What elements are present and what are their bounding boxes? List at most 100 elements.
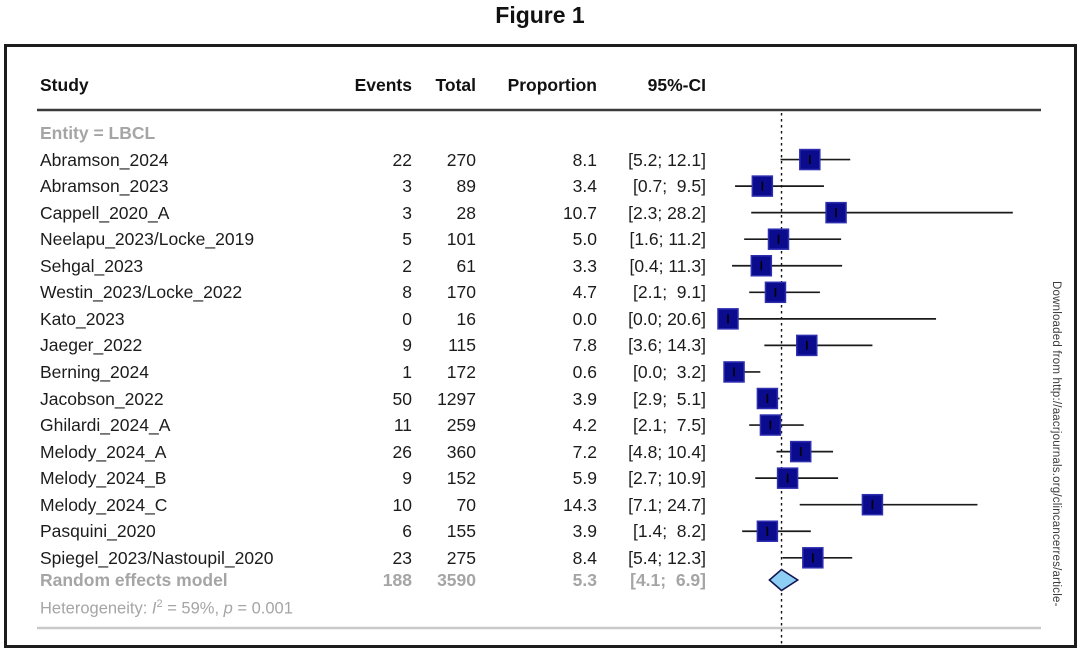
- column-header-ci: 95%-CI: [647, 75, 706, 95]
- study-name: Ghilardi_2024_A: [40, 415, 171, 436]
- events-value: 6: [402, 521, 412, 542]
- study-name: Pasquini_2020: [40, 521, 156, 542]
- proportion-value: 5.0: [572, 229, 597, 250]
- proportion-value: 0.6: [572, 361, 597, 382]
- study-name: Cappell_2020_A: [40, 202, 170, 223]
- study-name: Melody_2024_C: [40, 494, 168, 515]
- study-name: Neelapu_2023/Locke_2019: [40, 229, 255, 250]
- ci-value: [0.0; 3.2]: [633, 361, 706, 382]
- study-row: Abramson_2023 3 89 3.4 [0.7; 9.5]: [7, 173, 1047, 199]
- column-header-study: Study: [40, 75, 89, 95]
- study-row: Sehgal_2023 2 61 3.3 [0.4; 11.3]: [7, 253, 1047, 279]
- total-value: 275: [446, 547, 476, 568]
- events-value: 0: [402, 308, 412, 329]
- ci-value: [4.8; 10.4]: [628, 441, 706, 462]
- proportion-value: 5.9: [572, 468, 597, 489]
- total-value: 28: [456, 202, 476, 223]
- total-value: 270: [446, 149, 476, 170]
- study-row: Melody_2024_A 26 360 7.2 [4.8; 10.4]: [7, 439, 1047, 465]
- journal-watermark: Downloaded from http://aacrjournals.org/…: [1050, 281, 1062, 607]
- total-value: 115: [448, 335, 476, 356]
- study-row: Berning_2024 1 172 0.6 [0.0; 3.2]: [7, 359, 1047, 385]
- events-value: 22: [392, 149, 412, 170]
- ci-value: [2.3; 28.2]: [628, 202, 706, 223]
- ci-value: [0.0; 20.6]: [628, 308, 706, 329]
- ci-value: [5.4; 12.3]: [628, 547, 706, 568]
- proportion-value: 8.1: [572, 149, 597, 170]
- column-header-events: Events: [354, 75, 412, 95]
- study-row: Spiegel_2023/Nastoupil_2020 23 275 8.4 [5.4;…: [7, 545, 1047, 571]
- study-row: Jaeger_2022 9 115 7.8 [3.6; 14.3]: [7, 332, 1047, 358]
- total-value: 172: [446, 361, 476, 382]
- study-row: Westin_2023/Locke_2022 8 170 4.7 [2.1; 9.1]: [7, 279, 1047, 305]
- proportion-value: 3.9: [572, 388, 597, 409]
- total-value: 16: [456, 308, 476, 329]
- total-value: 259: [446, 415, 476, 436]
- events-value: 26: [392, 441, 412, 462]
- events-value: 9: [402, 468, 412, 489]
- ci-value: [1.6; 11.2]: [629, 229, 706, 250]
- ci-value: [7.1; 24.7]: [628, 494, 706, 515]
- column-header-proportion: Proportion: [507, 75, 597, 95]
- events-value: 50: [392, 388, 412, 409]
- events-value: 5: [402, 229, 412, 250]
- events-value: 2: [402, 255, 412, 276]
- total-value: 1297: [437, 388, 476, 409]
- ci-value: [2.9; 5.1]: [633, 388, 706, 409]
- events-value: 23: [392, 547, 412, 568]
- heterogeneity-text: Heterogeneity: I2 = 59%, p = 0.001: [40, 598, 293, 618]
- study-name: Jacobson_2022: [40, 388, 164, 409]
- study-row: Melody_2024_C 10 70 14.3 [7.1; 24.7]: [7, 492, 1047, 518]
- total-value: 61: [456, 255, 476, 276]
- total-value: 155: [446, 521, 476, 542]
- proportion-value: 10.7: [562, 202, 597, 223]
- total-value: 70: [456, 494, 476, 515]
- proportion-value: 3.9: [572, 521, 597, 542]
- ci-value: [3.6; 14.3]: [628, 335, 706, 356]
- study-row: Pasquini_2020 6 155 3.9 [1.4; 8.2]: [7, 518, 1047, 544]
- proportion-value: 3.4: [572, 176, 597, 197]
- proportion-value: 3.3: [572, 255, 597, 276]
- study-row: Kato_2023 0 16 0.0 [0.0; 20.6]: [7, 306, 1047, 332]
- ci-value: [2.1; 9.1]: [633, 282, 706, 303]
- study-row: Cappell_2020_A 3 28 10.7 [2.3; 28.2]: [7, 200, 1047, 226]
- study-row: Melody_2024_B 9 152 5.9 [2.7; 10.9]: [7, 465, 1047, 491]
- study-row: Abramson_2024 22 270 8.1 [5.2; 12.1]: [7, 147, 1047, 173]
- proportion-value: 7.8: [572, 335, 597, 356]
- total-value: 152: [446, 468, 476, 489]
- ci-value: [0.4; 11.3]: [629, 255, 706, 276]
- study-name: Spiegel_2023/Nastoupil_2020: [40, 547, 274, 568]
- events-value: 10: [392, 494, 412, 515]
- study-name: Kato_2023: [40, 308, 125, 329]
- events-value: 9: [402, 335, 412, 356]
- ci-value: [5.2; 12.1]: [628, 149, 706, 170]
- proportion-value: 7.2: [572, 441, 597, 462]
- proportion-value: 0.0: [572, 308, 597, 329]
- study-row: Jacobson_2022 50 1297 3.9 [2.9; 5.1]: [7, 386, 1047, 412]
- total-value: 360: [446, 441, 476, 462]
- study-name: Abramson_2023: [40, 176, 169, 197]
- proportion-value: 4.2: [572, 415, 597, 436]
- total-value: 170: [446, 282, 476, 303]
- study-name: Sehgal_2023: [40, 255, 144, 276]
- subgroup-label: Entity = LBCL: [40, 123, 156, 143]
- summary-name: Random effects model: [40, 570, 228, 590]
- study-name: Melody_2024_B: [40, 468, 167, 489]
- study-name: Berning_2024: [40, 361, 149, 382]
- heterogeneity-row: Heterogeneity: I2 = 59%, p = 0.001: [7, 591, 1047, 618]
- proportion-value: 4.7: [572, 282, 597, 303]
- proportion-value: 14.3: [562, 494, 597, 515]
- events-value: 8: [402, 282, 412, 303]
- figure-label: Figure 1: [495, 2, 585, 28]
- summary-events: 188: [382, 570, 412, 590]
- summary-total: 3590: [437, 570, 476, 590]
- summary-ci: [4.1; 6.9]: [630, 570, 706, 590]
- ci-value: [2.1; 7.5]: [633, 415, 706, 436]
- subgroup-row: Entity = LBCL: [7, 120, 1047, 146]
- study-name: Abramson_2024: [40, 149, 169, 170]
- study-row: Neelapu_2023/Locke_2019 5 101 5.0 [1.6; 11.2…: [7, 226, 1047, 252]
- ci-value: [0.7; 9.5]: [633, 176, 706, 197]
- total-value: 89: [456, 176, 476, 197]
- events-value: 3: [402, 202, 412, 223]
- study-name: Melody_2024_A: [40, 441, 167, 462]
